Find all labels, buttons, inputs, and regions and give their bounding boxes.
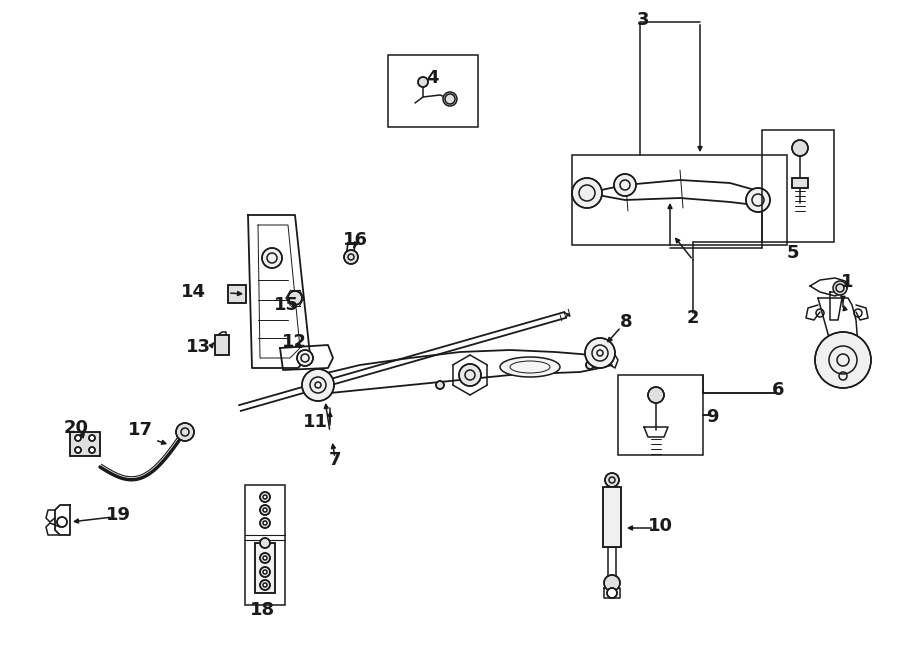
Circle shape [344, 250, 358, 264]
Text: 10: 10 [647, 517, 672, 535]
Circle shape [260, 518, 270, 528]
Text: 16: 16 [343, 231, 367, 249]
Circle shape [260, 580, 270, 590]
Ellipse shape [500, 357, 560, 377]
Circle shape [746, 188, 770, 212]
Circle shape [648, 387, 664, 403]
Circle shape [75, 435, 81, 441]
Text: 1: 1 [841, 273, 853, 291]
Circle shape [263, 508, 267, 512]
Circle shape [572, 178, 602, 208]
Bar [603, 487, 621, 547]
Bar [255, 543, 275, 593]
Text: 19: 19 [105, 506, 130, 524]
Circle shape [260, 492, 270, 502]
Circle shape [89, 447, 95, 453]
Circle shape [263, 583, 267, 587]
Circle shape [604, 575, 620, 591]
Bar [572, 155, 787, 245]
Circle shape [260, 567, 270, 577]
Text: 2: 2 [687, 309, 699, 327]
Circle shape [262, 248, 282, 268]
Circle shape [260, 538, 270, 548]
Bar [228, 285, 246, 303]
Circle shape [585, 338, 615, 368]
Bar [228, 285, 246, 303]
Bar [245, 485, 285, 605]
Circle shape [302, 369, 334, 401]
Circle shape [833, 281, 847, 295]
Bar [70, 432, 100, 456]
Circle shape [614, 174, 636, 196]
Bar [388, 55, 478, 127]
Circle shape [586, 361, 594, 369]
Text: 15: 15 [274, 296, 299, 314]
Bar [70, 432, 100, 456]
Text: 17: 17 [128, 421, 152, 439]
Text: 8: 8 [620, 313, 633, 331]
Text: 7: 7 [328, 451, 341, 469]
Text: 12: 12 [282, 333, 307, 351]
Circle shape [263, 495, 267, 499]
Bar [255, 543, 275, 593]
Circle shape [607, 588, 617, 598]
Text: 14: 14 [181, 283, 205, 301]
Text: 4: 4 [426, 69, 438, 87]
Circle shape [260, 505, 270, 515]
Circle shape [459, 364, 481, 386]
Circle shape [288, 291, 302, 305]
Bar [215, 335, 229, 355]
Bar [792, 178, 808, 188]
Circle shape [89, 435, 95, 441]
Bar [603, 487, 621, 547]
Text: 18: 18 [250, 601, 275, 619]
Bar [762, 130, 834, 242]
Circle shape [443, 92, 457, 106]
Circle shape [57, 517, 67, 527]
Circle shape [176, 423, 194, 441]
Text: 3: 3 [637, 11, 649, 29]
Circle shape [263, 521, 267, 525]
Bar [215, 335, 229, 355]
Text: 20: 20 [64, 419, 88, 437]
Circle shape [260, 553, 270, 563]
Circle shape [263, 556, 267, 560]
Circle shape [263, 570, 267, 574]
Circle shape [436, 381, 444, 389]
Text: 9: 9 [706, 408, 718, 426]
Bar [792, 178, 808, 188]
Circle shape [605, 473, 619, 487]
Text: 5: 5 [787, 244, 799, 262]
Circle shape [792, 140, 808, 156]
Text: 6: 6 [772, 381, 784, 399]
Text: 13: 13 [185, 338, 211, 356]
Circle shape [75, 447, 81, 453]
Bar [618, 375, 703, 455]
Circle shape [297, 350, 313, 366]
Text: 11: 11 [302, 413, 328, 431]
Circle shape [815, 332, 871, 388]
Circle shape [418, 77, 428, 87]
